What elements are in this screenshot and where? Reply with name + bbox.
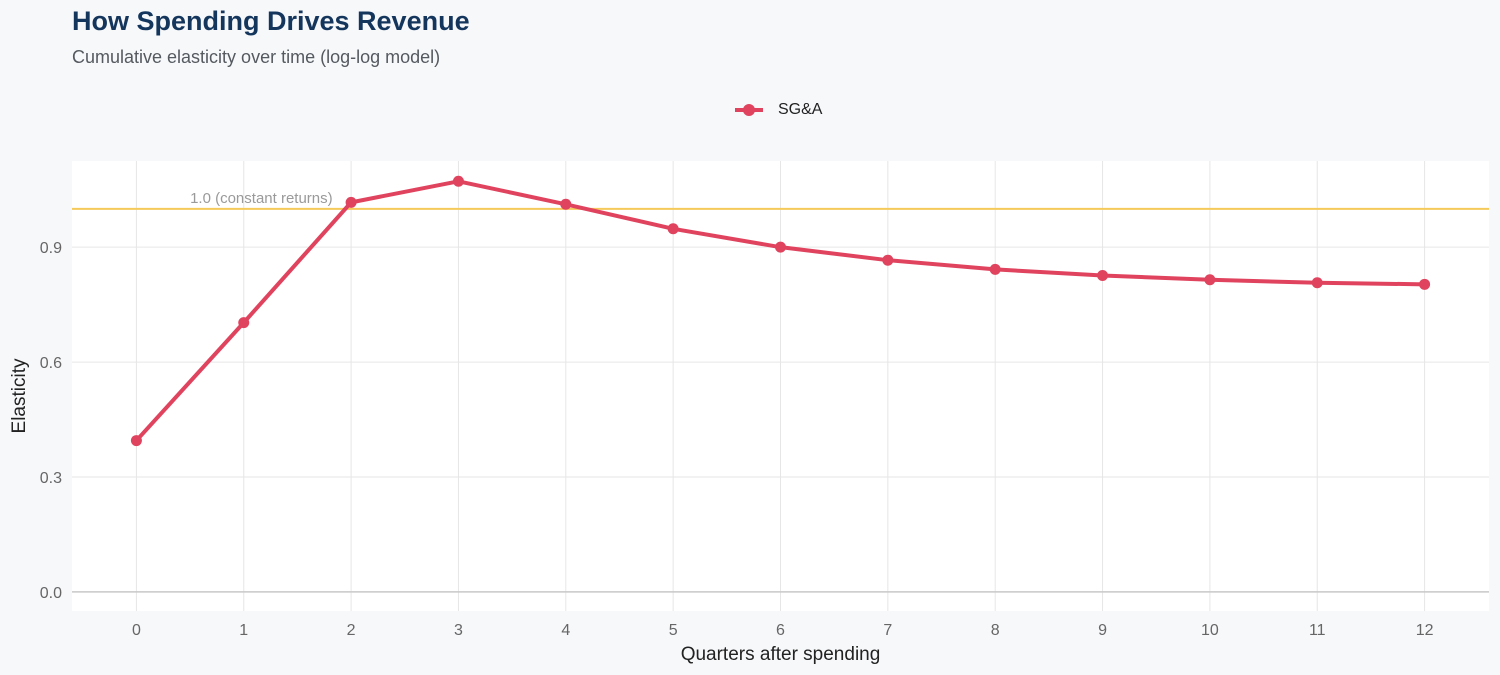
data-point-q6: [775, 241, 786, 253]
y-tick-label: 0.0: [40, 585, 62, 602]
x-tick-label: 8: [991, 622, 1000, 639]
x-tick-label: 0: [132, 622, 141, 639]
data-point-q5: [667, 223, 679, 235]
y-tick-label: 0.3: [40, 470, 62, 487]
x-tick-label: 3: [454, 622, 463, 639]
data-point-q3: [452, 175, 464, 187]
data-point-q12: [1419, 278, 1431, 290]
legend-key-sga: [733, 97, 765, 123]
x-tick-label: 12: [1416, 622, 1434, 639]
legend-label-sga: SG&A: [778, 101, 823, 118]
data-point-q7: [882, 254, 894, 266]
data-point-q9: [1097, 270, 1109, 282]
data-point-q8: [989, 263, 1001, 275]
data-point-q0: [130, 435, 142, 447]
x-tick-label: 9: [1098, 622, 1107, 639]
data-point-q2: [345, 196, 357, 208]
x-tick-label: 7: [883, 622, 892, 639]
page-subtitle: Cumulative elasticity over time (log-log…: [72, 47, 441, 67]
x-tick-label: 2: [347, 622, 356, 639]
data-point-q10: [1204, 274, 1216, 286]
x-tick-label: 1: [239, 622, 248, 639]
legend: SG&A: [733, 97, 822, 123]
x-tick-label: 11: [1309, 622, 1326, 639]
data-point-q4: [560, 198, 572, 210]
data-point-q11: [1311, 277, 1323, 289]
y-tick-label: 0.9: [40, 240, 62, 257]
x-tick-label: 10: [1201, 622, 1219, 639]
y-tick-label: 0.6: [40, 355, 62, 372]
x-axis-title: Quarters after spending: [681, 644, 881, 665]
reference-line-label: 1.0 (constant returns): [190, 190, 333, 207]
x-tick-label: 5: [669, 622, 678, 639]
x-tick-label: 4: [561, 622, 570, 639]
data-point-q1: [238, 317, 250, 329]
x-tick-label: 6: [776, 622, 785, 639]
page-title: How Spending Drives Revenue: [72, 6, 470, 36]
y-axis-title: Elasticity: [9, 358, 30, 433]
